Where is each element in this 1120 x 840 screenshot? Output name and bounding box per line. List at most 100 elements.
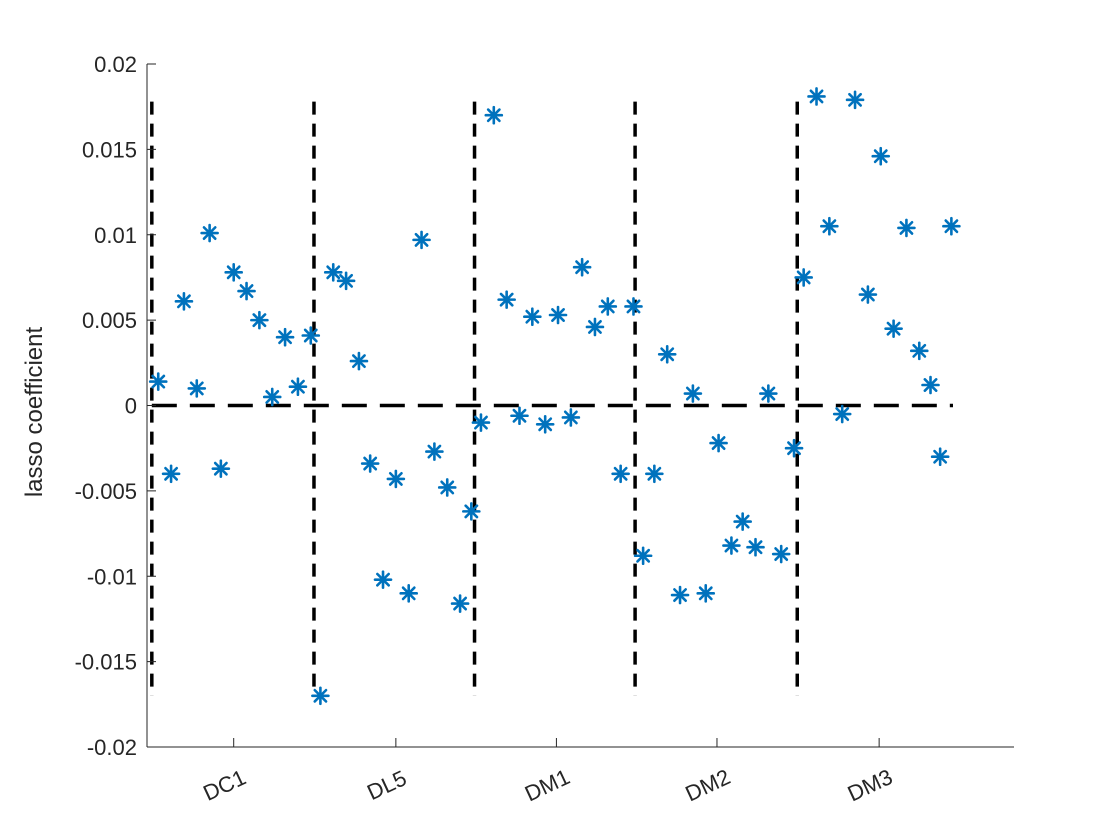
- data-point: [820, 216, 839, 236]
- y-tick-label: 0.01: [94, 223, 137, 248]
- marker-stroke: [636, 548, 651, 563]
- data-point: [211, 459, 231, 478]
- marker-stroke: [512, 408, 527, 423]
- marker-stroke: [774, 547, 789, 562]
- marker-stroke: [440, 480, 455, 495]
- marker-stroke: [464, 504, 479, 519]
- data-point: [871, 146, 891, 166]
- marker-stroke: [239, 284, 254, 299]
- marker-stroke: [226, 265, 241, 280]
- data-point: [301, 326, 321, 345]
- data-point: [746, 537, 765, 557]
- data-point: [897, 218, 916, 238]
- data-point: [930, 447, 950, 467]
- marker-stroke: [202, 226, 217, 240]
- data-point: [535, 414, 555, 434]
- marker-stroke: [899, 220, 914, 235]
- marker-stroke: [575, 260, 590, 275]
- data-point: [510, 406, 529, 426]
- marker-stroke: [473, 415, 488, 430]
- marker-stroke: [923, 378, 938, 392]
- data-point: [611, 464, 630, 484]
- data-point: [722, 536, 741, 555]
- marker-stroke: [326, 265, 341, 280]
- data-point: [148, 372, 168, 391]
- marker-stroke: [626, 299, 641, 314]
- marker-stroke: [587, 319, 602, 334]
- marker-stroke: [711, 436, 726, 451]
- marker-stroke: [809, 89, 824, 104]
- y-tick-label: 0.02: [94, 52, 137, 77]
- data-point: [425, 442, 444, 461]
- marker-stroke: [376, 572, 390, 587]
- data-point: [462, 502, 481, 521]
- data-point: [288, 377, 308, 397]
- data-point: [683, 384, 703, 403]
- marker-stroke: [427, 444, 442, 459]
- data-point: [386, 469, 406, 489]
- data-point: [696, 584, 716, 603]
- marker-stroke: [698, 586, 713, 601]
- marker-stroke: [848, 92, 863, 107]
- data-point: [349, 351, 369, 371]
- data-point: [237, 281, 256, 301]
- data-point: [572, 257, 592, 277]
- marker-stroke: [252, 313, 267, 328]
- data-point: [437, 478, 457, 497]
- marker-stroke: [339, 273, 354, 288]
- marker-stroke: [486, 108, 501, 123]
- data-point: [624, 297, 643, 316]
- data-point: [657, 344, 677, 364]
- marker-stroke: [822, 219, 837, 234]
- y-axis-label: lasso coefficient: [21, 327, 48, 498]
- data-point: [224, 263, 243, 282]
- marker-stroke: [796, 270, 811, 285]
- marker-stroke: [551, 308, 565, 322]
- data-point: [200, 223, 219, 243]
- data-markers: [148, 87, 961, 706]
- marker-stroke: [313, 688, 328, 703]
- data-point: [845, 90, 865, 110]
- marker-stroke: [164, 466, 179, 481]
- marker-stroke: [860, 287, 875, 302]
- data-point: [412, 230, 431, 250]
- data-point: [633, 546, 653, 566]
- marker-stroke: [401, 586, 416, 601]
- y-tick-label: -0.02: [87, 735, 137, 760]
- data-point: [523, 307, 542, 327]
- data-point: [561, 408, 581, 427]
- data-point: [262, 387, 282, 407]
- y-tick-label: 0: [125, 394, 137, 419]
- data-point: [450, 594, 470, 613]
- data-point: [784, 438, 804, 458]
- marker-stroke: [151, 374, 166, 389]
- data-point: [709, 433, 728, 453]
- marker-stroke: [388, 471, 403, 486]
- y-tick-label: 0.005: [82, 308, 137, 333]
- data-point: [548, 305, 568, 325]
- marker-stroke: [351, 354, 366, 369]
- data-point: [670, 585, 690, 605]
- marker-stroke: [613, 466, 628, 481]
- y-tick-label: -0.01: [87, 564, 137, 589]
- marker-stroke: [600, 299, 615, 314]
- data-point: [909, 341, 929, 361]
- data-point: [311, 686, 330, 706]
- data-point: [942, 216, 961, 236]
- data-point: [585, 317, 605, 337]
- marker-stroke: [265, 390, 280, 404]
- data-point: [759, 384, 778, 403]
- marker-stroke: [835, 407, 850, 421]
- y-tick-label: -0.015: [75, 650, 137, 675]
- data-point: [484, 105, 504, 125]
- marker-stroke: [787, 441, 801, 456]
- marker-stroke: [647, 466, 662, 481]
- marker-stroke: [563, 410, 578, 425]
- data-point: [598, 297, 618, 316]
- data-point: [360, 454, 380, 473]
- data-point: [336, 271, 356, 291]
- marker-stroke: [453, 596, 468, 611]
- y-tick-label: 0.015: [82, 137, 137, 162]
- marker-stroke: [290, 379, 305, 394]
